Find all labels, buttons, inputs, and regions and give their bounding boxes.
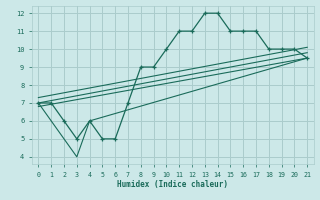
X-axis label: Humidex (Indice chaleur): Humidex (Indice chaleur)	[117, 180, 228, 189]
